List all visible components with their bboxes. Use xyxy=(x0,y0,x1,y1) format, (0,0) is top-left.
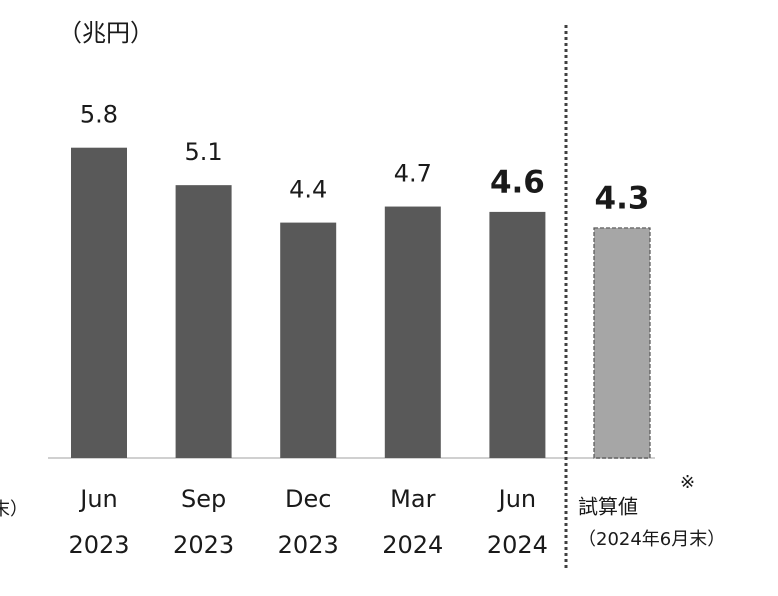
bar xyxy=(175,185,232,458)
x-tick-label: 2024 xyxy=(487,531,548,559)
bar xyxy=(489,211,546,458)
unit-label: （兆円） xyxy=(58,19,154,47)
x-tick-label: 2023 xyxy=(68,531,129,559)
value-label: 5.8 xyxy=(80,101,118,129)
bar xyxy=(384,206,441,458)
x-tick-label: 2023 xyxy=(173,531,234,559)
category-note: ※ xyxy=(680,472,695,493)
value-label: 4.7 xyxy=(394,160,432,188)
x-tick-label: Mar xyxy=(390,485,435,513)
bar xyxy=(593,227,651,459)
bar xyxy=(71,147,127,458)
value-label: 4.3 xyxy=(595,180,650,216)
x-tick-label: （2024年6月末） xyxy=(578,529,725,550)
value-label: 4.6 xyxy=(490,164,545,200)
x-tick-label: Jun xyxy=(497,485,537,513)
left-note: 末） xyxy=(0,499,28,520)
x-tick-label: Sep xyxy=(181,485,226,513)
x-tick-label: Dec xyxy=(285,485,331,513)
value-label: 5.1 xyxy=(185,138,223,166)
bar xyxy=(280,222,337,458)
x-tick-label: 試算値 xyxy=(578,495,638,519)
x-tick-label: 2023 xyxy=(278,531,339,559)
x-tick-label: Jun xyxy=(78,485,118,513)
x-tick-label: 2024 xyxy=(382,531,443,559)
value-label: 4.4 xyxy=(289,176,327,204)
